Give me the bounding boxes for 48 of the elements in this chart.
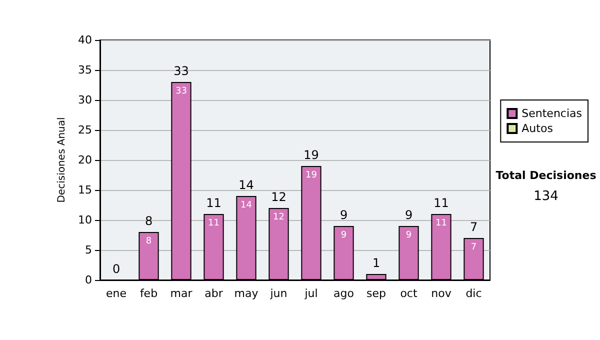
- total-label: 7: [470, 220, 478, 234]
- y-tick-label: 40: [78, 34, 92, 46]
- data-label: 11: [208, 218, 220, 228]
- total-label: 11: [206, 196, 222, 210]
- total-label: 14: [238, 178, 254, 192]
- data-label: 7: [470, 242, 477, 252]
- legend-label: Sentencias: [522, 107, 582, 120]
- y-tick-label: 5: [85, 244, 92, 256]
- x-tick-label: may: [234, 287, 259, 300]
- total-label: 1: [372, 256, 380, 270]
- data-label: 12: [273, 212, 284, 222]
- text: 134: [534, 189, 558, 204]
- total-label: 0: [112, 262, 120, 276]
- total-label: 19: [304, 148, 319, 162]
- x-tick-label: sep: [366, 287, 386, 300]
- total-label: 8: [144, 214, 153, 228]
- x-tick-label: jun: [269, 287, 288, 300]
- x-tick-label: ago: [334, 287, 354, 300]
- x-tick-label: nov: [431, 287, 452, 300]
- x-tick-label: dic: [466, 287, 482, 300]
- total-label: 11: [434, 196, 449, 210]
- y-tick-label: 35: [78, 64, 92, 76]
- data-label: 14: [240, 200, 252, 210]
- data-label: 33: [176, 86, 187, 96]
- data-label: 8: [146, 236, 152, 246]
- legend-label: Autos: [522, 122, 554, 135]
- x-tick-label: abr: [204, 287, 224, 300]
- text: Total Decisiones: [496, 169, 597, 182]
- y-tick-label: 15: [78, 184, 92, 196]
- x-tick-label: oct: [400, 287, 418, 300]
- data-label: 9: [340, 230, 347, 240]
- y-tick-label: 25: [78, 124, 92, 136]
- y-tick-label: 0: [85, 274, 92, 286]
- total-label: 9: [340, 208, 348, 222]
- total-label: 12: [271, 190, 286, 204]
- data-label: 19: [306, 170, 318, 180]
- x-tick-label: jul: [304, 287, 318, 300]
- y-tick-label: 10: [78, 214, 92, 226]
- data-label: 9: [406, 230, 412, 240]
- data-label: 11: [436, 218, 447, 228]
- y-tick-label: 30: [78, 94, 92, 106]
- total-label: 33: [174, 64, 189, 78]
- x-tick-label: mar: [170, 287, 193, 300]
- x-tick-label: ene: [106, 287, 127, 300]
- y-tick-label: 20: [78, 154, 92, 166]
- total-label: 9: [404, 208, 413, 222]
- y-axis-title: Decisiones Anual: [56, 117, 68, 203]
- x-tick-label: feb: [140, 287, 158, 300]
